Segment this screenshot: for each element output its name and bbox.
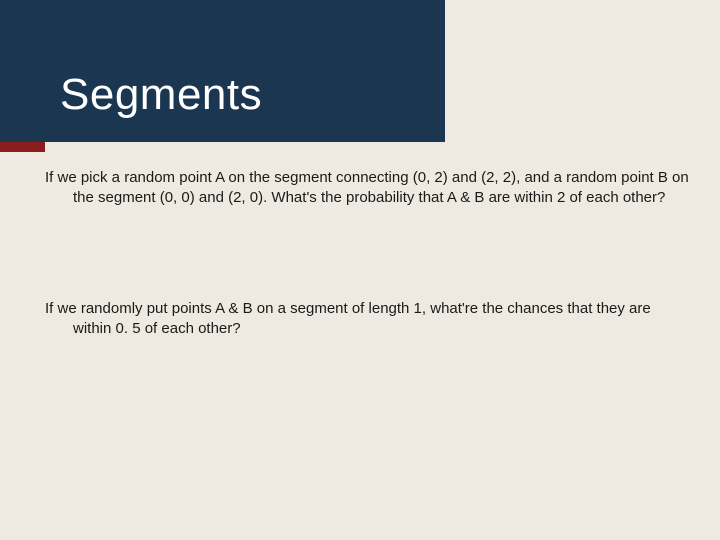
slide-title: Segments	[60, 70, 262, 120]
paragraph-1: If we pick a random point A on the segme…	[45, 168, 690, 209]
paragraph-2-text: If we randomly put points A & B on a seg…	[45, 299, 690, 340]
slide-body: If we pick a random point A on the segme…	[45, 168, 690, 429]
paragraph-1-text: If we pick a random point A on the segme…	[45, 168, 690, 209]
paragraph-2: If we randomly put points A & B on a seg…	[45, 299, 690, 340]
title-accent-bar	[0, 142, 45, 152]
